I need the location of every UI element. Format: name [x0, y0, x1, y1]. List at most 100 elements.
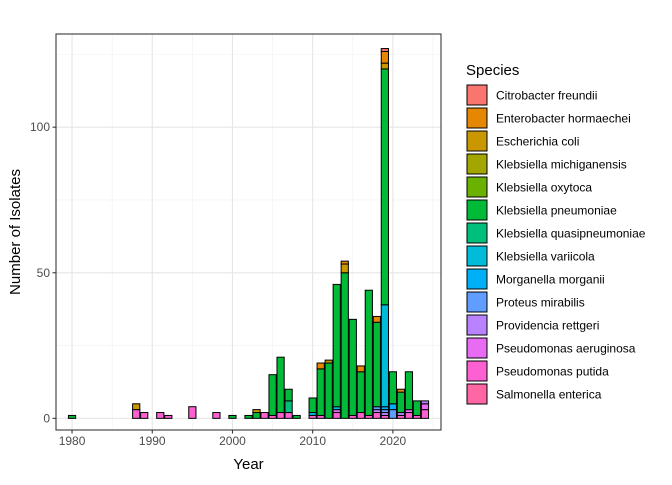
- legend-item: Klebsiella oxytoca: [466, 176, 592, 198]
- legend-key: [466, 291, 488, 313]
- bar-stack-2024: [420, 400, 430, 419]
- bar-segment: [156, 412, 165, 419]
- bar-stack-2006: [276, 356, 285, 419]
- y-tick-label: 50: [37, 266, 51, 280]
- bar-segment: [140, 412, 149, 419]
- bar-segment: [164, 414, 173, 419]
- x-axis-title: Year: [233, 456, 263, 473]
- bar-segment: [396, 388, 406, 393]
- bar-segment: [260, 412, 269, 419]
- bar-segment: [340, 263, 349, 274]
- legend-item: Proteus mirabilis: [466, 291, 585, 313]
- bar-segment: [276, 412, 285, 419]
- legend-key: [466, 199, 488, 221]
- bar-segment: [356, 365, 365, 373]
- bar-segment: [388, 409, 397, 419]
- bar-stack-2003: [252, 409, 261, 419]
- legend-label: Klebsiella michiganensis: [496, 158, 627, 172]
- plot-border: [55, 33, 442, 431]
- y-axis-title: Number of Isolates: [7, 169, 24, 295]
- bar-segment: [388, 371, 397, 405]
- bar-segment: [276, 356, 285, 414]
- bar-stack-2023: [412, 400, 422, 419]
- x-axis: 1980 1990 2000 2010 2020: [59, 430, 407, 448]
- bar-stack-1989: [140, 412, 149, 419]
- legend-key: [466, 268, 488, 290]
- bar-segment: [292, 414, 301, 419]
- bar-segment: [364, 289, 373, 416]
- bar-segment: [212, 412, 221, 419]
- bar-stacks: [67, 48, 430, 419]
- legend-key: [466, 383, 488, 405]
- bar-segment: [284, 412, 293, 419]
- legend-item: Klebsiella variicola: [466, 245, 595, 267]
- y-axis: 0 50 100: [30, 120, 56, 425]
- legend-item: Providencia rettgeri: [466, 314, 599, 336]
- bar-segment: [372, 315, 381, 323]
- bar-stack-2005: [268, 374, 277, 419]
- bar-stack-2013: [332, 283, 341, 419]
- bar-segment: [324, 362, 333, 419]
- legend-key: [466, 314, 488, 336]
- bar-stack-2014: [340, 260, 349, 419]
- bar-segment: [380, 68, 389, 306]
- legend-key: [466, 176, 488, 198]
- bar-segment: [332, 412, 341, 419]
- bar-stack-1992: [164, 414, 173, 419]
- bar-segment: [252, 409, 261, 414]
- x-tick-label: 2010: [299, 434, 326, 448]
- legend-label: Citrobacter freundii: [496, 89, 597, 103]
- y-tick-label: 0: [43, 411, 50, 425]
- bar-stack-2016: [356, 365, 365, 419]
- bar-segment: [404, 412, 414, 419]
- bar-stack-1991: [156, 412, 165, 419]
- bar-segment: [324, 359, 333, 364]
- bar-stack-2012: [324, 359, 333, 419]
- legend-key: [466, 84, 488, 106]
- x-tick-label: 1980: [59, 434, 86, 448]
- legend-item: Enterobacter hormaechei: [466, 107, 631, 129]
- bar-segment: [308, 397, 317, 414]
- legend-item: Citrobacter freundii: [466, 84, 597, 106]
- x-tick-label: 1990: [139, 434, 166, 448]
- bar-segment: [404, 371, 414, 411]
- bar-stack-2007: [284, 388, 293, 419]
- legend-key: [466, 245, 488, 267]
- legend-label: Klebsiella quasipneumoniae: [496, 227, 646, 241]
- bar-segment: [268, 374, 277, 416]
- bar-stack-2015: [348, 318, 357, 419]
- bar-segment: [284, 388, 293, 402]
- legend-label: Pseudomonas aeruginosa: [496, 342, 636, 356]
- legend-label: Escherichia coli: [496, 135, 579, 149]
- legend-item: Pseudomonas aeruginosa: [466, 337, 636, 359]
- bar-stack-2022: [404, 371, 414, 419]
- legend-item: Salmonella enterica: [466, 383, 602, 405]
- bar-stack-2018: [372, 315, 381, 419]
- bar-segment: [244, 414, 253, 419]
- bar-segment: [380, 48, 389, 52]
- legend-label: Klebsiella pneumoniae: [496, 204, 617, 218]
- x-tick-label: 2020: [380, 434, 407, 448]
- bar-segment: [67, 414, 77, 419]
- legend-item: Pseudomonas putida: [466, 360, 609, 382]
- legend-label: Providencia rettgeri: [496, 319, 599, 333]
- bar-segment: [356, 371, 365, 414]
- bar-stack-1980: [67, 414, 77, 419]
- bar-segment: [252, 412, 261, 419]
- legend-key: [466, 130, 488, 152]
- bar-segment: [420, 400, 430, 405]
- legend-label: Morganella morganii: [496, 273, 605, 287]
- legend-key: [466, 337, 488, 359]
- bar-stack-2010: [308, 397, 317, 419]
- legend-label: Enterobacter hormaechei: [496, 112, 631, 126]
- bar-segment: [388, 403, 397, 411]
- bar-segment: [340, 260, 349, 265]
- bar-segment: [228, 414, 237, 419]
- bar-segment: [348, 318, 357, 416]
- legend-item: Klebsiella quasipneumoniae: [466, 222, 646, 244]
- bar-segment: [356, 412, 365, 419]
- legend-label: Salmonella enterica: [496, 388, 602, 402]
- bar-stack-2021: [396, 388, 406, 419]
